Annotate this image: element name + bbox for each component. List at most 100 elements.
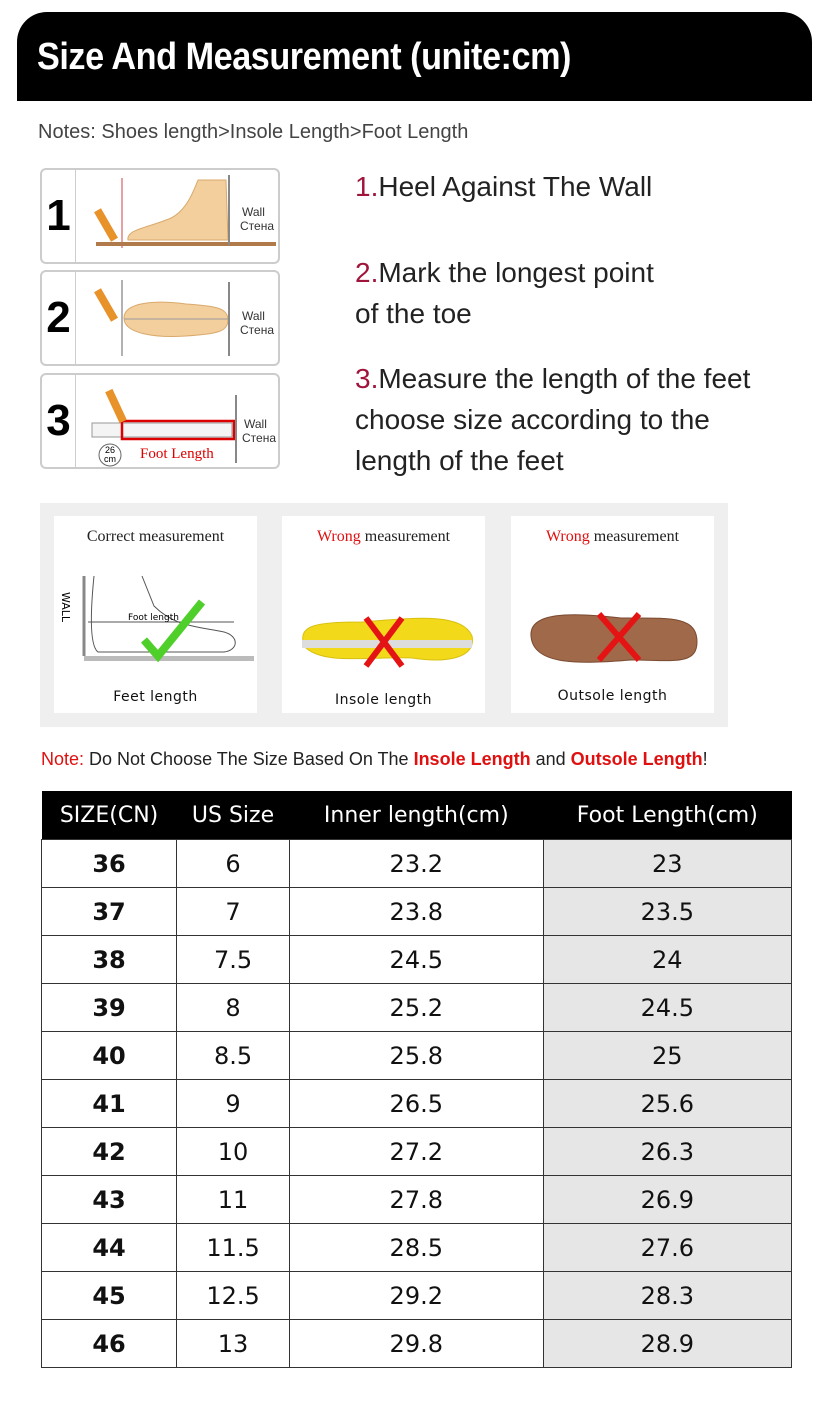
us-size-cell: 6 xyxy=(176,839,290,888)
foot-length-cell: 25 xyxy=(542,1031,793,1080)
inner-length-cell: 29.2 xyxy=(288,1271,544,1320)
measurement-comparison-panel: Correct measurement WALL Foot length Fee… xyxy=(40,503,728,727)
foot-length-label: Foot Length xyxy=(140,446,214,462)
us-size-cell: 9 xyxy=(176,1079,290,1128)
us-size-cell: 10 xyxy=(176,1127,290,1176)
foot-top-view-icon: Wall Стена xyxy=(94,280,274,356)
foot-length-cell: 28.9 xyxy=(542,1319,793,1368)
table-row: 41 9 26.5 25.6 xyxy=(40,1079,793,1128)
card-caption: Outsole length xyxy=(557,688,668,704)
wrong-outsole-card: Wrong measurement Outsole length xyxy=(511,516,714,713)
inner-length-cell: 24.5 xyxy=(288,935,544,984)
foot-length-cell: 28.3 xyxy=(542,1271,793,1320)
table-row: 38 7.5 24.5 24 xyxy=(40,935,793,984)
correct-measurement-card: Correct measurement WALL Foot length Fee… xyxy=(54,516,257,713)
header-banner: Size And Measurement (unite:cm) xyxy=(17,12,812,101)
us-size-cell: 7.5 xyxy=(176,935,290,984)
us-size-cell: 12.5 xyxy=(176,1271,290,1320)
inner-length-cell: 27.2 xyxy=(288,1127,544,1176)
header-us-size: US Size xyxy=(176,791,290,840)
table-row: 45 12.5 29.2 28.3 xyxy=(40,1271,793,1320)
foot-length-cell: 26.9 xyxy=(542,1175,793,1224)
card-title: Wrong measurement xyxy=(316,528,451,545)
size-chart-table: SIZE(CN) US Size Inner length(cm) Foot L… xyxy=(40,791,793,1368)
inner-length-cell: 26.5 xyxy=(288,1079,544,1128)
size-cn-cell: 39 xyxy=(40,983,178,1032)
table-row: 46 13 29.8 28.9 xyxy=(40,1319,793,1368)
inner-length-cell: 23.8 xyxy=(288,887,544,936)
us-size-cell: 11.5 xyxy=(176,1223,290,1272)
ruler-measure-icon: 26 cm Foot Length Wall Стена xyxy=(91,388,276,467)
table-row: 39 8 25.2 24.5 xyxy=(40,983,793,1032)
badge-unit: cm xyxy=(104,454,116,464)
outsole-cross-icon xyxy=(530,612,698,663)
wall-label-ru: Стена xyxy=(240,323,274,337)
badge-number: 26 xyxy=(105,445,115,455)
page-title: Size And Measurement (unite:cm) xyxy=(37,36,571,78)
us-size-cell: 7 xyxy=(176,887,290,936)
size-cn-cell: 46 xyxy=(40,1319,178,1368)
table-row: 36 6 23.2 23 xyxy=(40,839,793,888)
size-cn-cell: 37 xyxy=(40,887,178,936)
step-number: 3 xyxy=(42,375,76,467)
foot-length-label: Foot length xyxy=(128,613,179,623)
header-inner-length: Inner length(cm) xyxy=(289,791,544,840)
foot-length-cell: 26.3 xyxy=(542,1127,793,1176)
inner-length-cell: 23.2 xyxy=(288,839,544,888)
card-caption: Feet length xyxy=(113,689,198,705)
table-row: 40 8.5 25.8 25 xyxy=(40,1031,793,1080)
step-2-illustration: 2 Wall Стена xyxy=(40,270,280,366)
foot-length-cell: 23 xyxy=(542,839,793,888)
us-size-cell: 13 xyxy=(176,1319,290,1368)
foot-heel-wall-icon: Wall Стена xyxy=(94,175,276,248)
size-cn-cell: 42 xyxy=(40,1127,178,1176)
notes-text: Notes: Shoes length>Insole Length>Foot L… xyxy=(38,121,469,143)
size-cn-cell: 45 xyxy=(40,1271,178,1320)
inner-length-cell: 27.8 xyxy=(288,1175,544,1224)
us-size-cell: 8.5 xyxy=(176,1031,290,1080)
size-cn-cell: 43 xyxy=(40,1175,178,1224)
table-row: 44 11.5 28.5 27.6 xyxy=(40,1223,793,1272)
insole-cross-icon xyxy=(302,616,473,668)
foot-length-cell: 25.6 xyxy=(542,1079,793,1128)
size-cn-cell: 38 xyxy=(40,935,178,984)
size-cn-cell: 44 xyxy=(40,1223,178,1272)
inner-length-cell: 25.8 xyxy=(288,1031,544,1080)
step-2-text: 2.Mark the longest point of the toe xyxy=(355,257,654,329)
card-caption: Insole length xyxy=(335,692,432,708)
inner-length-cell: 29.8 xyxy=(288,1319,544,1368)
inner-length-cell: 28.5 xyxy=(288,1223,544,1272)
table-header-row: SIZE(CN) US Size Inner length(cm) Foot L… xyxy=(41,791,792,840)
step-number: 1 xyxy=(42,170,76,262)
foot-length-cell: 24 xyxy=(542,935,793,984)
wall-label: Wall xyxy=(242,205,265,219)
card-title: Wrong measurement xyxy=(545,528,680,545)
wall-label: Wall xyxy=(242,309,265,323)
warning-note: Note: Do Not Choose The Size Based On Th… xyxy=(41,749,708,769)
step-1-text: 1.Heel Against The Wall xyxy=(355,171,653,202)
size-cn-cell: 41 xyxy=(40,1079,178,1128)
table-row: 37 7 23.8 23.5 xyxy=(40,887,793,936)
step-3-illustration: 3 26 cm Foot Length Wall Стена xyxy=(40,373,280,469)
header-size-cn: SIZE(CN) xyxy=(41,791,177,840)
step-number: 2 xyxy=(42,272,76,364)
size-cn-cell: 36 xyxy=(40,839,178,888)
table-row: 43 11 27.8 26.9 xyxy=(40,1175,793,1224)
foot-length-cell: 23.5 xyxy=(542,887,793,936)
us-size-cell: 11 xyxy=(176,1175,290,1224)
inner-length-cell: 25.2 xyxy=(288,983,544,1032)
foot-side-view-checkmark-icon: WALL Foot length xyxy=(59,575,254,663)
wall-label: WALL xyxy=(59,592,72,623)
size-cn-cell: 40 xyxy=(40,1031,178,1080)
wall-label: Wall xyxy=(244,417,267,431)
wall-label-ru: Стена xyxy=(240,219,274,233)
foot-length-cell: 24.5 xyxy=(542,983,793,1032)
table-row: 42 10 27.2 26.3 xyxy=(40,1127,793,1176)
step-3-text: 3.Measure the length of the feet choose … xyxy=(355,363,751,476)
header-foot-length: Foot Length(cm) xyxy=(543,791,792,840)
step-1-illustration: 1 Wall Стена xyxy=(40,168,280,264)
us-size-cell: 8 xyxy=(176,983,290,1032)
wrong-insole-card: Wrong measurement Insole length xyxy=(282,516,485,713)
card-title: Correct measurement xyxy=(86,528,225,545)
foot-length-cell: 27.6 xyxy=(542,1223,793,1272)
